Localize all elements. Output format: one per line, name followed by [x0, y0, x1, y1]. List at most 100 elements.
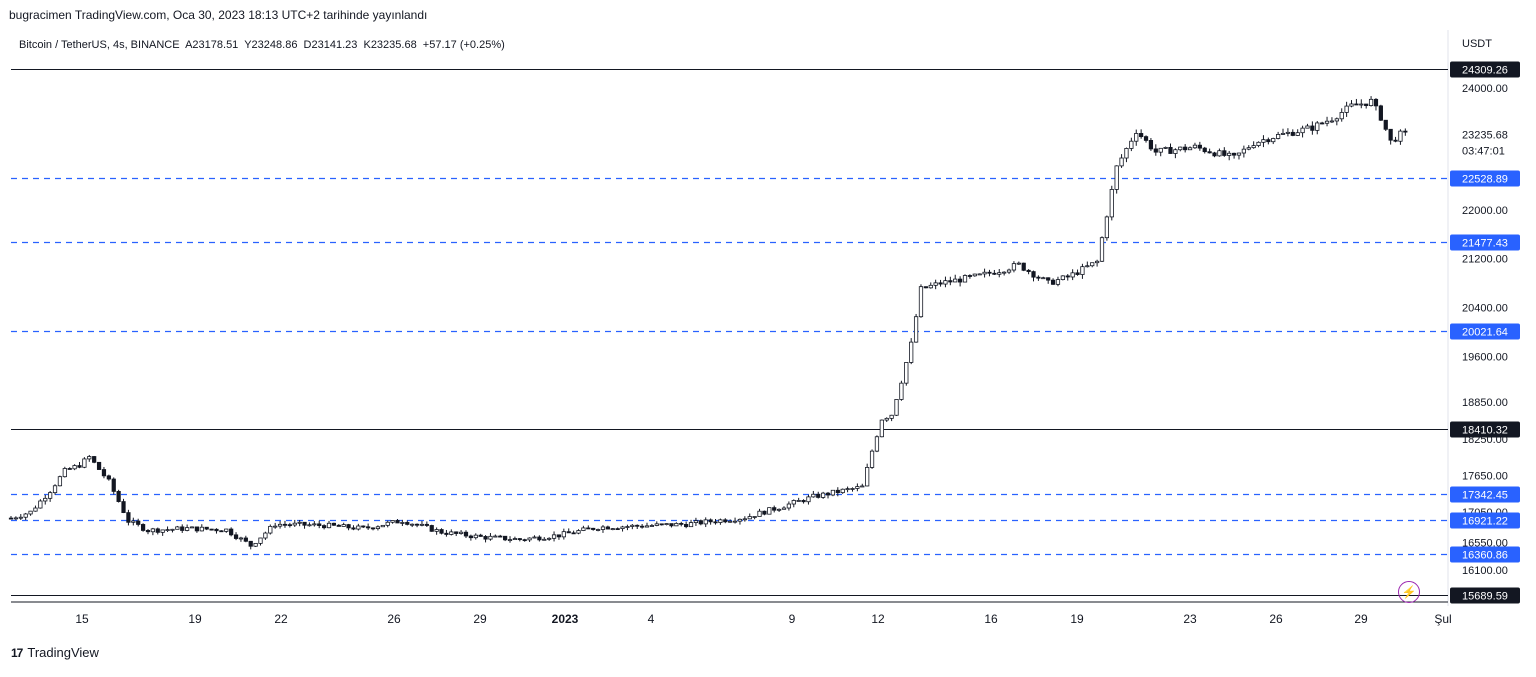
candle-body-6	[38, 500, 43, 509]
candle-134	[664, 523, 669, 526]
candle-body-235	[1158, 147, 1163, 153]
candle-212	[1046, 277, 1051, 284]
candle-176	[869, 449, 875, 469]
candle-174	[860, 483, 865, 488]
candle-body-72	[361, 525, 366, 528]
candle-82	[410, 523, 415, 528]
lightning-icon[interactable]: ⚡	[1398, 581, 1420, 603]
candle-164	[811, 490, 816, 498]
candle-237	[1168, 143, 1173, 154]
candle-76	[380, 524, 385, 528]
candle-242	[1192, 142, 1198, 149]
level-label-5: 17342.45	[1450, 486, 1520, 503]
candle-15	[82, 457, 87, 469]
candle-body-36	[185, 527, 190, 531]
candle-204	[1006, 268, 1012, 275]
level-label-3: 20021.64	[1450, 323, 1520, 340]
candle-129	[640, 523, 645, 529]
x-tick-13: 29	[1354, 612, 1368, 626]
candle-42	[214, 528, 219, 534]
candle-body-41	[209, 528, 214, 531]
candle-body-285	[1403, 130, 1408, 133]
candle-258	[1271, 137, 1276, 145]
candle-208	[1026, 269, 1031, 275]
candle-body-180	[889, 414, 894, 419]
candle-14	[77, 462, 82, 469]
candle-body-85	[424, 523, 429, 526]
candle-272	[1339, 108, 1344, 122]
candle-255	[1256, 141, 1261, 148]
candle-body-229	[1129, 140, 1134, 149]
candle-body-281	[1383, 119, 1388, 130]
candle-84	[419, 520, 425, 527]
candle-body-248	[1222, 150, 1227, 156]
candle-body-67	[336, 524, 341, 527]
candle-body-11	[62, 468, 67, 478]
candle-body-280	[1378, 105, 1383, 121]
candle-body-267	[1315, 122, 1320, 131]
candle-139	[688, 519, 694, 528]
candle-64	[321, 524, 327, 530]
level-label-text-6: 16921.22	[1462, 516, 1508, 528]
candle-body-236	[1163, 146, 1168, 149]
candle-body-137	[679, 522, 684, 525]
candle-body-44	[224, 528, 229, 532]
candle-body-141	[698, 520, 703, 525]
candle-265	[1305, 123, 1310, 129]
y-tick-10: 16550.00	[1462, 537, 1508, 549]
candle-62	[312, 521, 317, 527]
candle-body-37	[189, 526, 195, 529]
candle-body-101	[503, 535, 508, 541]
candle-body-241	[1187, 147, 1193, 151]
candle-body-105	[522, 539, 527, 542]
candle-244	[1202, 146, 1207, 154]
candle-body-172	[850, 488, 855, 490]
candle-body-231	[1139, 133, 1144, 138]
candle-262	[1290, 129, 1295, 137]
candle-body-112	[556, 534, 562, 538]
y-tick-5: 19600.00	[1462, 351, 1508, 363]
candle-266	[1310, 121, 1315, 135]
candle-207	[1021, 262, 1026, 272]
x-tick-5: 2023	[552, 612, 579, 626]
candle-126	[625, 524, 630, 531]
candle-160	[791, 499, 796, 508]
candle-181	[894, 399, 899, 416]
candle-198	[977, 273, 982, 276]
candle-142	[703, 517, 708, 528]
candle-body-149	[737, 518, 743, 522]
candle-body-131	[649, 525, 655, 527]
candle-171	[845, 486, 850, 493]
candle-body-109	[542, 538, 547, 541]
candle-body-135	[669, 523, 674, 527]
candle-body-162	[801, 500, 806, 503]
candle-138	[684, 521, 689, 529]
candle-body-234	[1153, 148, 1158, 153]
candle-body-13	[72, 465, 77, 470]
candle-67	[336, 524, 341, 527]
countdown-label: 03:47:01	[1462, 146, 1505, 158]
candle-38	[194, 526, 200, 533]
candle-body-88	[439, 529, 444, 534]
candle-175	[865, 463, 870, 487]
candle-body-83	[414, 523, 420, 526]
candle-58	[292, 519, 297, 527]
candle-271	[1334, 117, 1339, 126]
candle-body-96	[478, 534, 483, 537]
candle-body-230	[1134, 133, 1139, 142]
candle-59	[297, 519, 302, 527]
candle-body-138	[684, 523, 689, 528]
candle-body-259	[1276, 134, 1281, 139]
tradingview-logo: 17 TradingView	[11, 645, 99, 660]
candle-body-7	[43, 497, 48, 502]
candle-18	[96, 461, 102, 470]
y-tick-0: 24000.00	[1462, 83, 1508, 95]
candle-body-73	[366, 526, 371, 529]
candle-185	[913, 313, 919, 343]
candle-body-106	[527, 537, 532, 541]
candle-body-74	[370, 527, 376, 530]
candle-33	[170, 528, 175, 533]
candle-6	[38, 499, 43, 509]
